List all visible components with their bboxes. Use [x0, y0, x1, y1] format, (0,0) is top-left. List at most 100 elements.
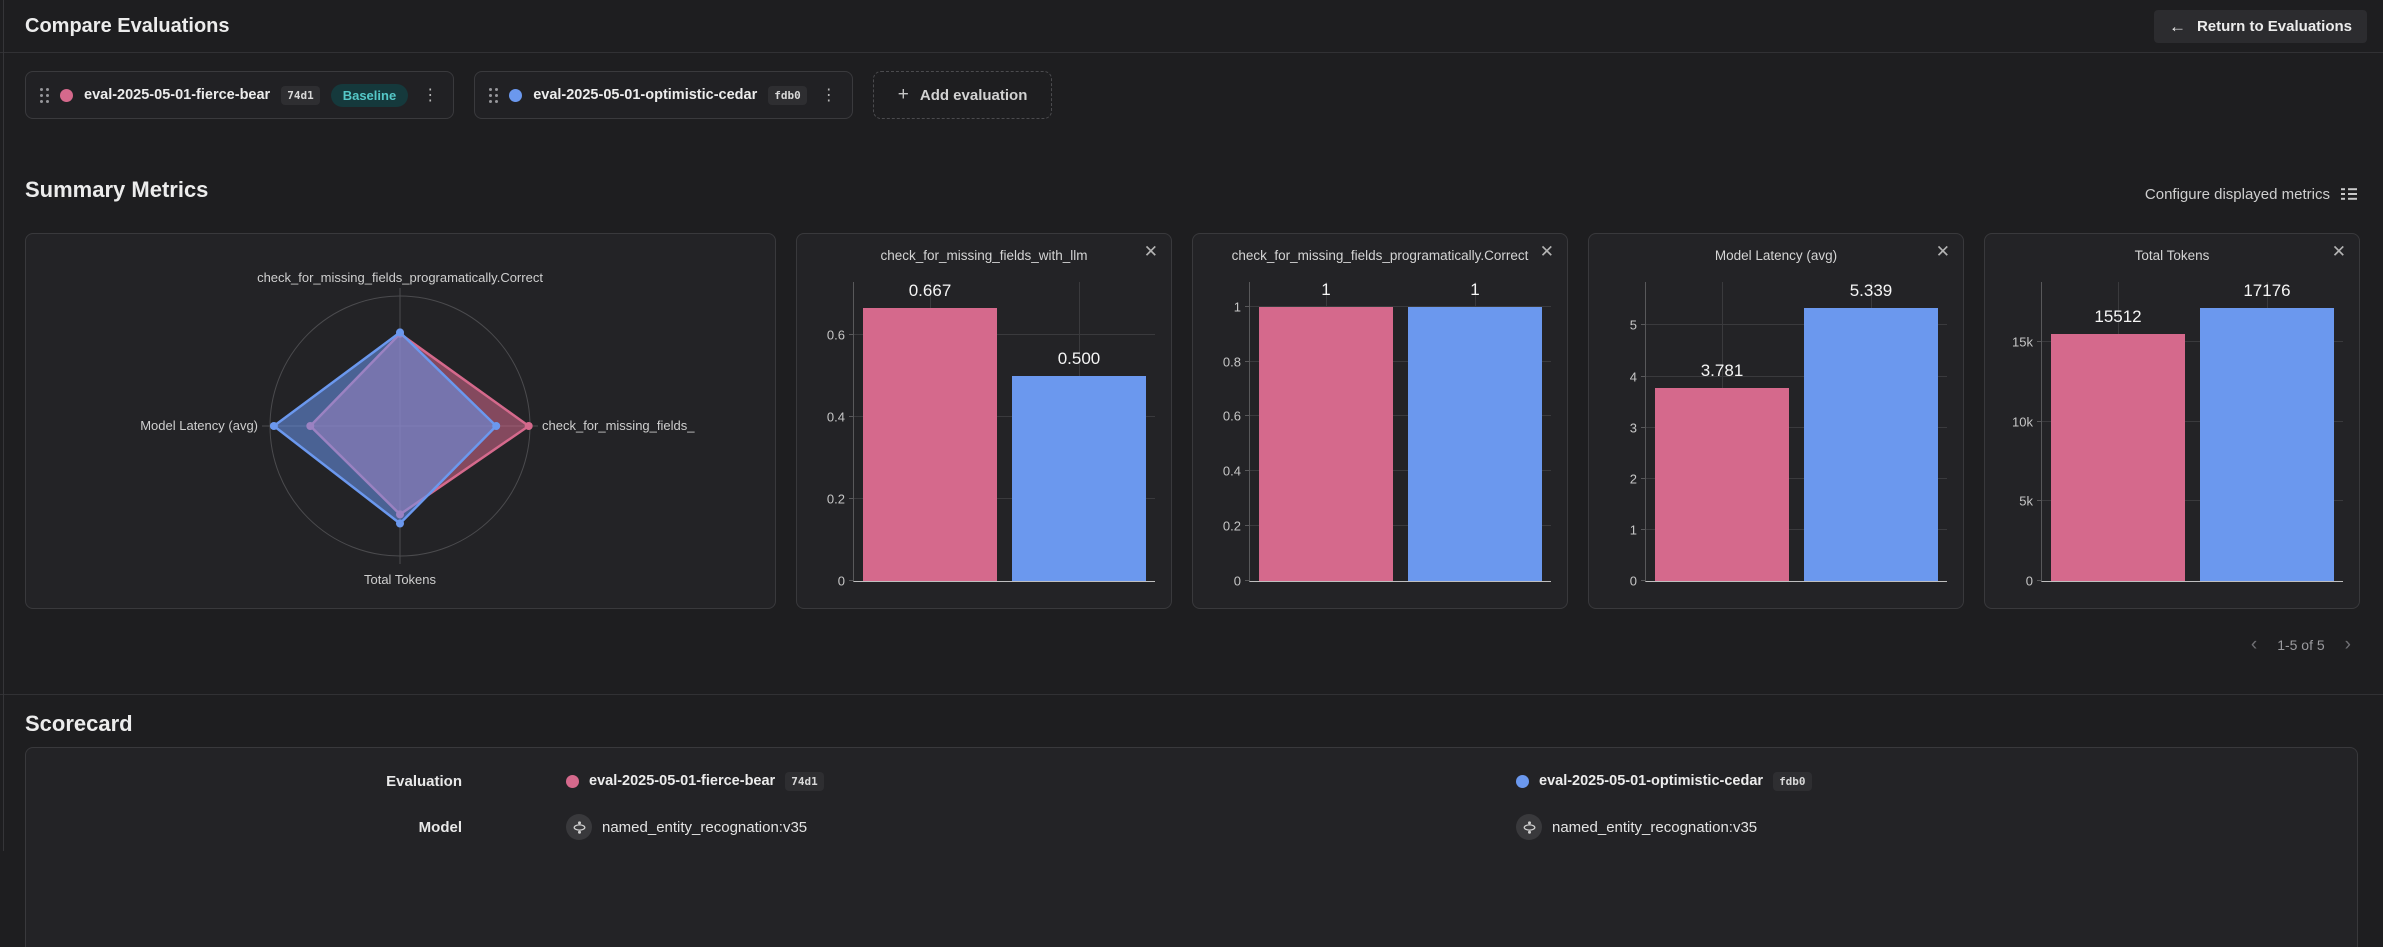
radar-chart: check_for_missing_fields_programatically…	[140, 270, 695, 587]
scorecard-cell: eval-2025-05-01-fierce-bear 74d1	[526, 771, 1476, 791]
return-to-evaluations-button[interactable]: ← Return to Evaluations	[2153, 9, 2367, 43]
axis-tick-label: 0	[1629, 573, 1637, 589]
scorecard-divider	[0, 694, 2383, 695]
evaluation-pill[interactable]: eval-2025-05-01-fierce-bear 74d1 Baseline ⋮	[25, 71, 455, 119]
model-icon	[566, 814, 592, 840]
bar-value-label: 17176	[2243, 280, 2291, 300]
evaluation-pill[interactable]: eval-2025-05-01-optimistic-cedar fdb0 ⋮	[474, 71, 853, 119]
evaluation-name: eval-2025-05-01-fierce-bear	[589, 773, 776, 789]
scorecard-table: Evaluation eval-2025-05-01-fierce-bear 74d…	[25, 747, 2358, 947]
axis-tick-mark	[1641, 375, 1646, 377]
close-card-icon[interactable]: ✕	[1935, 242, 1950, 261]
scorecard-cell: named_entity_recognation:v35	[1476, 814, 2357, 840]
axis-tick-label: 0.4	[826, 409, 845, 425]
gridline-horizontal	[1250, 525, 1551, 527]
radar-vertex-dot	[396, 328, 404, 337]
evaluation-color-dot	[1516, 774, 1529, 788]
gridline-horizontal	[1646, 528, 1947, 530]
bar	[1408, 306, 1542, 581]
evaluation-color-dot	[60, 88, 73, 102]
radar-vertex-dot	[269, 422, 278, 430]
chart-title-wrap: check_for_missing_fields_programatically…	[1219, 248, 1541, 263]
axis-tick-mark	[1641, 580, 1646, 581]
close-card-icon[interactable]: ✕	[1143, 242, 1158, 261]
axis-tick-label: 0.8	[1222, 354, 1241, 370]
bar-chart-plot: 0 1 2 3 4 5 3.781 5.339	[1630, 281, 1947, 589]
model-ref-name[interactable]: named_entity_recognation:v35	[1552, 818, 1758, 836]
axis-tick-label: 5	[1629, 317, 1637, 333]
bar	[1655, 387, 1789, 581]
axis-tick-mark	[849, 580, 854, 581]
radar-axis-label: check_for_missing_fields_programatically…	[257, 270, 543, 285]
model-ref-name[interactable]: named_entity_recognation:v35	[602, 818, 808, 836]
radar-vertex-dot	[396, 519, 404, 528]
axis-tick-label: 1	[1629, 522, 1637, 538]
axis-tick-label: 4	[1629, 369, 1637, 385]
axis-tick-mark	[1641, 477, 1646, 479]
axis-tick-label: 0.2	[1222, 518, 1241, 534]
configure-metrics-icon	[2341, 188, 2357, 200]
bar-value-label: 1	[1321, 279, 1331, 299]
pagination-prev-icon[interactable]: ‹	[2250, 634, 2258, 655]
drag-handle-icon[interactable]	[40, 87, 49, 103]
evaluation-hash-badge: fdb0	[768, 85, 807, 105]
axis-tick-label: 0	[2025, 573, 2033, 589]
chart-title-wrap: check_for_missing_fields_with_llm	[823, 248, 1145, 263]
kebab-menu-icon[interactable]: ⋮	[422, 87, 439, 104]
scorecard-cell: eval-2025-05-01-optimistic-cedar fdb0	[1476, 771, 2357, 791]
scorecard-row: Model named_entity_recognation:v35 named_e…	[26, 804, 2357, 850]
bar-chart-plot: 0 5k 10k 15k 15512 17176	[2012, 280, 2343, 589]
bar-value-label: 15512	[2094, 307, 2142, 327]
axis-tick-mark	[849, 498, 854, 500]
scorecard-row-label: Evaluation	[386, 772, 462, 790]
close-card-icon[interactable]: ✕	[2331, 242, 2346, 261]
configure-displayed-metrics-button[interactable]: Configure displayed metrics	[2145, 185, 2358, 203]
axis-tick-mark	[1245, 305, 1250, 307]
gridline-horizontal	[854, 334, 1155, 336]
chart-title: Model Latency (avg)	[1714, 248, 1838, 263]
axis-tick-mark	[849, 416, 854, 418]
gridline-horizontal	[1646, 375, 1947, 377]
radar-series-polygon	[272, 331, 498, 525]
panel-left-border	[3, 0, 4, 851]
axis-tick-mark	[1641, 426, 1646, 428]
radar-axis-label: check_for_missing_fields_	[542, 418, 695, 433]
chart-title: check_for_missing_fields_with_llm	[880, 248, 1088, 263]
evaluation-hash-badge: fdb0	[1773, 771, 1812, 791]
axis-tick-mark	[1641, 324, 1646, 326]
bar	[863, 307, 997, 581]
axis-tick-label: 1	[1233, 299, 1241, 315]
summary-metric-cards: check_for_missing_fields_programatically…	[0, 203, 2383, 609]
evaluations-bar: eval-2025-05-01-fierce-bear 74d1 Baseline ⋮…	[0, 53, 2383, 139]
scorecard-header: Scorecard	[0, 695, 2383, 747]
bar-chart-card: ✕ Model Latency (avg) 0 1 2 3 4 5 3.781 5.339	[1588, 233, 1964, 609]
radar-axis-label: Total Tokens	[364, 572, 437, 587]
axis-tick-mark	[1245, 470, 1250, 472]
radar-chart-card: check_for_missing_fields_programatically…	[25, 233, 776, 609]
bar	[2200, 307, 2334, 581]
kebab-menu-icon[interactable]: ⋮	[820, 87, 837, 104]
gridline-horizontal	[2042, 500, 2343, 502]
pagination-label: 1-5 of 5	[2277, 636, 2325, 653]
add-evaluation-button[interactable]: + Add evaluation	[872, 71, 1053, 119]
axis-tick-mark	[1641, 528, 1646, 530]
configure-displayed-metrics-label: Configure displayed metrics	[2144, 185, 2330, 203]
chart-title-wrap: Total Tokens	[2011, 248, 2333, 263]
close-card-icon[interactable]: ✕	[1539, 242, 1554, 261]
drag-handle-icon[interactable]	[489, 87, 499, 103]
gridline-horizontal	[1250, 470, 1551, 472]
evaluation-hash-badge: 74d1	[281, 85, 320, 105]
cards-pagination: ‹ 1-5 of 5 ›	[0, 609, 2383, 654]
bar-chart-card: ✕ Total Tokens 0 5k 10k 15k 15512 17176	[1984, 233, 2360, 609]
bar	[1804, 308, 1938, 581]
model-icon	[1516, 814, 1542, 840]
back-arrow-icon: ←	[2168, 16, 2186, 36]
top-bar: Compare Evaluations ← Return to Evaluati…	[0, 0, 2383, 53]
baseline-badge: Baseline	[330, 83, 409, 107]
axis-tick-label: 0.6	[826, 327, 845, 343]
pagination-next-icon[interactable]: ›	[2344, 634, 2351, 655]
radar-vertex-dot	[524, 422, 533, 430]
bar-chart-card: ✕ check_for_missing_fields_with_llm 0 0.2 0.…	[796, 233, 1172, 609]
bar-value-label: 0.500	[1057, 349, 1101, 369]
gridline-horizontal	[1646, 477, 1947, 479]
